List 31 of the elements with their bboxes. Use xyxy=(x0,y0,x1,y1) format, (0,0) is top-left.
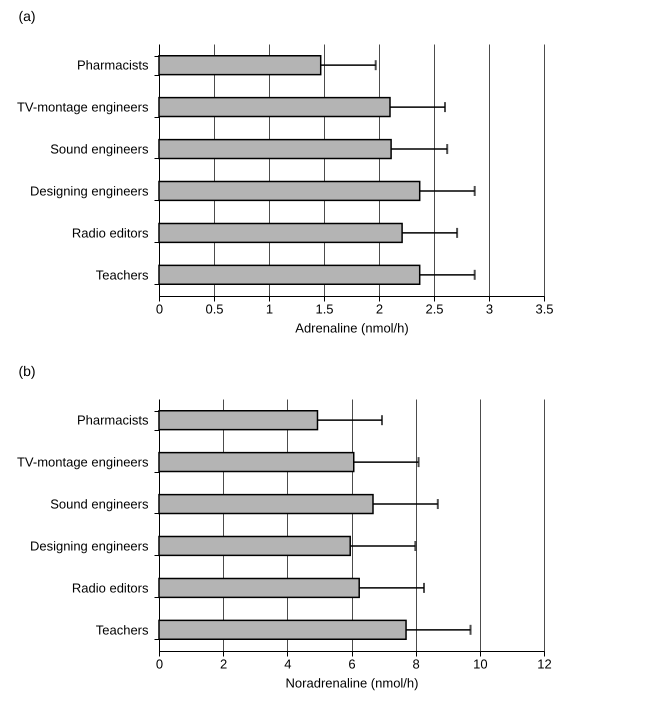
y-tick-label: Teachers xyxy=(96,622,149,638)
y-tick-label: Radio editors xyxy=(72,580,149,596)
x-tick-label: 0 xyxy=(156,656,164,672)
x-tick-label: 4 xyxy=(284,656,292,672)
x-tick-label: 3 xyxy=(486,302,494,316)
y-tick-label: Teachers xyxy=(96,267,149,282)
x-tick-label: 1 xyxy=(266,302,274,316)
y-tick-label: Sound engineers xyxy=(50,496,149,512)
text: (b) xyxy=(18,363,36,379)
x-tick-label: 0 xyxy=(156,302,164,316)
text: (a) xyxy=(18,8,36,24)
x-axis-title: Noradrenaline (nmol/h) xyxy=(286,676,418,690)
x-tick-label: 2 xyxy=(376,302,384,316)
x-tick-label: 6 xyxy=(348,656,356,672)
y-tick-label: Pharmacists xyxy=(76,412,149,428)
x-tick-label: 8 xyxy=(412,656,420,672)
y-tick-label: Sound engineers xyxy=(50,142,149,157)
y-tick-label: Radio editors xyxy=(72,225,149,240)
y-tick-label: TV-montage engineers xyxy=(16,100,149,115)
x-tick-label: 0.5 xyxy=(205,302,224,316)
y-tick-label: TV-montage engineers xyxy=(16,454,149,470)
x-tick-label: 10 xyxy=(473,656,488,672)
y-tick-label: Designing engineers xyxy=(30,538,149,554)
y-tick-label: Designing engineers xyxy=(30,183,149,198)
x-axis-title: Adrenaline (nmol/h) xyxy=(295,320,409,336)
x-tick-label: 2.5 xyxy=(425,302,444,316)
x-tick-label: 1.5 xyxy=(315,302,334,316)
x-tick-label: 12 xyxy=(537,656,552,672)
x-tick-label: 2 xyxy=(220,656,228,672)
y-tick-label: Pharmacists xyxy=(76,58,149,73)
x-tick-label: 3.5 xyxy=(535,302,554,316)
